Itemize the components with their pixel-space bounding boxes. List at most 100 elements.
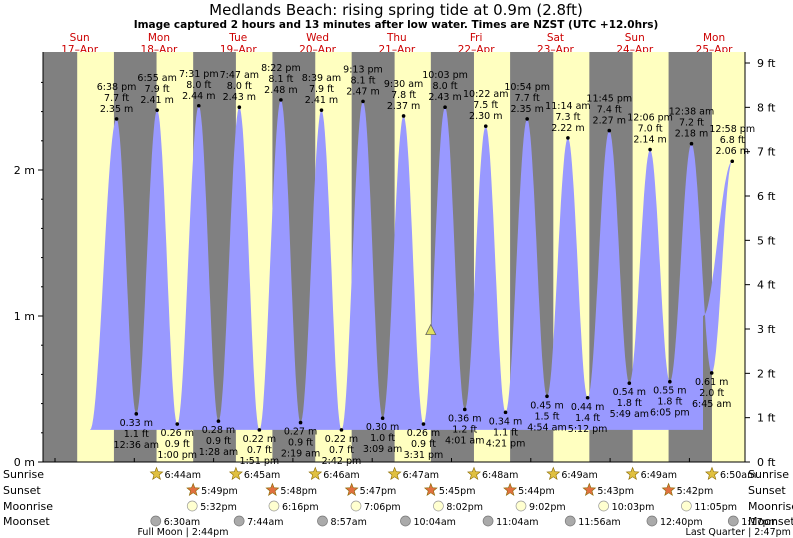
low-ft: 1.5 ft (534, 411, 559, 422)
sunrise-star (467, 466, 481, 480)
high-time: 9:30 am (384, 79, 423, 90)
moonset-time: 1:17pm (741, 517, 778, 528)
low-ft: 1.0 ft (370, 433, 395, 444)
high-ft: 7.5 ft (473, 100, 498, 111)
low-ft: 1.1 ft (493, 427, 518, 438)
high-m: 2.27 m (593, 116, 626, 127)
tide-extreme-dot (648, 147, 652, 152)
tide-extreme-dot (689, 141, 694, 146)
moonset-time: 7:44am (247, 517, 283, 528)
low-ft: 0.7 ft (247, 445, 272, 456)
moonrise-time: 5:32pm (200, 502, 237, 513)
high-time: 12:58 pm (709, 124, 755, 135)
sunrise-star (149, 466, 164, 480)
low-m: 0.34 m (489, 416, 522, 427)
tide-extreme-dot (175, 422, 180, 426)
low-time: 5:12 pm (568, 424, 608, 435)
low-time: 12:36 am (114, 440, 159, 451)
sunset-star (661, 482, 676, 496)
high-time: 8:39 am (302, 73, 341, 84)
low-time: 2:42 pm (322, 456, 362, 467)
low-m: 0.54 m (613, 387, 646, 398)
moonset-disc (727, 515, 739, 527)
moonset-time: 11:56am (578, 517, 620, 528)
tide-extreme-dot (401, 114, 406, 118)
tide-extreme-dot (607, 128, 612, 133)
low-time: 5:49 am (610, 409, 649, 420)
axes: 0 m 1 m 2 m 0 ft 1 ft 2 ft 3 ft 4 ft 5 ft 6 ft 7 f… (14, 52, 776, 469)
high-time: 12:38 am (669, 107, 714, 118)
high-ft: 7.4 ft (597, 105, 622, 116)
day-name: Thu (386, 32, 407, 44)
moonrise-disc (433, 500, 444, 512)
moonrise-disc (186, 500, 198, 512)
tide-extreme-dot (196, 103, 201, 108)
tide-extreme-dot (627, 381, 632, 385)
high-ft: 6.8 ft (720, 135, 745, 146)
low-m: 0.27 m (284, 427, 317, 438)
moonrise-disc (681, 500, 692, 512)
high-m: 2.35 m (100, 104, 133, 115)
sunset-time: 5:44pm (518, 486, 555, 497)
row-label-right: Sunset (748, 484, 786, 497)
moonset-time: 8:57am (330, 517, 366, 528)
low-m: 0.61 m (695, 377, 728, 388)
low-ft: 0.9 ft (288, 438, 313, 449)
moonrise-disc (350, 500, 362, 512)
moonset-disc (564, 515, 576, 527)
sunset-star (582, 482, 597, 496)
low-ft: 0.9 ft (165, 439, 190, 450)
sunrise-time: 6:49am (641, 470, 677, 481)
moonrise-disc (515, 500, 527, 512)
low-ft: 1.1 ft (124, 429, 149, 440)
right-tick-label: 3 ft (757, 323, 776, 336)
tide-extreme-dot (114, 117, 119, 121)
low-ft: 1.8 ft (617, 398, 642, 409)
tide-extreme-dot (483, 124, 488, 128)
high-time: 12:06 pm (627, 113, 673, 124)
low-ft: 0.7 ft (329, 445, 354, 456)
high-m: 2.43 m (428, 92, 461, 103)
high-m: 2.14 m (633, 135, 666, 146)
moonset-disc (317, 515, 328, 527)
sunset-star (503, 482, 518, 496)
right-tick-label: 5 ft (757, 234, 776, 247)
tide-extreme-dot (237, 105, 242, 110)
high-m: 2.22 m (551, 123, 584, 134)
high-ft: 8.0 ft (433, 81, 458, 92)
sunset-star (265, 482, 280, 496)
high-m: 2.47 m (346, 86, 379, 97)
right-tick-label: 0 ft (757, 456, 776, 469)
sunset-star (186, 482, 201, 496)
left-tick-label: 1 m (14, 310, 35, 323)
tide-extreme-dot (503, 410, 508, 415)
sunrise-time: 6:47am (403, 470, 439, 481)
left-tick-label: 0 m (14, 456, 35, 469)
high-m: 2.41 m (140, 95, 173, 106)
tide-curve (90, 99, 733, 430)
row-label-right: Moonset (748, 515, 793, 528)
row-label-left: Sunrise (3, 468, 44, 481)
tide-extreme-dot (380, 416, 385, 421)
high-m: 2.30 m (469, 111, 502, 122)
right-tick-label: 8 ft (757, 101, 776, 114)
chart-subtitle: Image captured 2 hours and 13 minutes af… (134, 19, 659, 31)
low-time: 3:09 am (363, 444, 402, 455)
sunrise-time: 6:46am (323, 470, 359, 481)
high-m: 2.18 m (675, 129, 708, 140)
high-m: 2.48 m (264, 85, 297, 96)
low-time: 6:05 pm (650, 408, 690, 419)
high-ft: 8.1 ft (268, 74, 293, 85)
high-ft: 7.7 ft (515, 93, 540, 104)
high-ft: 7.8 ft (391, 90, 416, 101)
low-ft: 2.0 ft (699, 388, 724, 399)
day-name: Wed (306, 32, 329, 44)
tide-extreme-dot (730, 159, 735, 164)
row-label-left: Moonrise (3, 500, 53, 513)
sunrise-star (625, 466, 640, 480)
sunrise-star (387, 466, 402, 480)
low-ft: 0.9 ft (206, 436, 231, 447)
sunrise-star (546, 466, 561, 480)
tide-extreme-dot (545, 394, 549, 399)
